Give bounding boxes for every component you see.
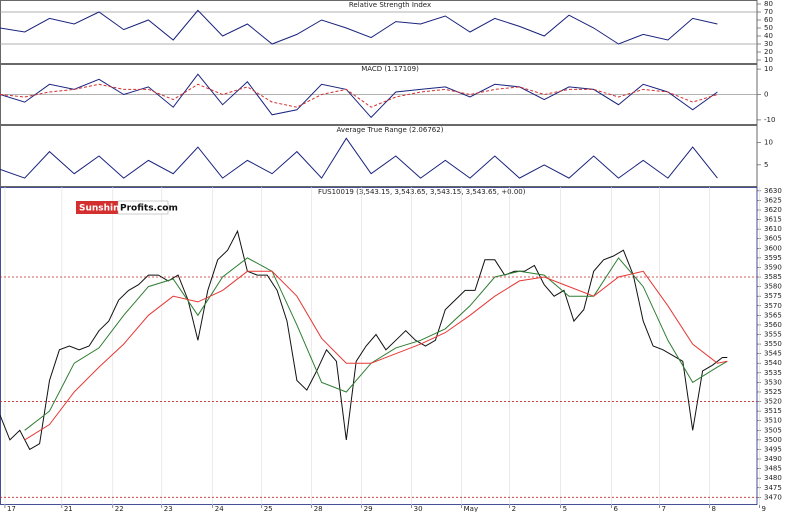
panel-title: MACD (1.17109) [361,65,419,73]
y-tick-label: 3520 [764,398,782,406]
y-tick-label: 3560 [764,321,782,329]
panel-frame [0,187,758,505]
x-tick-label: 8 [712,505,716,512]
x-tick-label: 5 [563,505,567,512]
series-line [0,83,718,108]
y-tick-label: 3490 [764,455,782,463]
x-tick-label: 24 [215,505,224,512]
y-tick-label: 3625 [764,196,782,204]
y-tick-label: 3535 [764,369,782,377]
y-tick-label: 3515 [764,407,782,415]
y-tick-label: 3495 [764,445,782,453]
y-tick-label: 50 [764,24,773,32]
y-tick-label: 3505 [764,426,782,434]
y-tick-label: 3550 [764,340,782,348]
y-tick-label: -10 [764,116,775,124]
y-tick-label: 3470 [764,493,782,501]
y-tick-label: 3580 [764,283,782,291]
y-tick-label: 30 [764,40,773,48]
y-tick-label: 10 [764,139,773,147]
y-tick-label: 3615 [764,216,782,224]
y-tick-label: 20 [764,48,773,56]
y-tick-label: 3570 [764,302,782,310]
y-tick-label: 80 [764,0,773,8]
y-tick-label: 3620 [764,206,782,214]
x-tick-label: 7 [662,505,666,512]
y-tick-label: 3555 [764,331,782,339]
series-line [24,270,728,441]
y-tick-label: 3545 [764,350,782,358]
panel-title: FUS10019 (3,543.15, 3,543.65, 3,543.15, … [318,188,526,196]
y-tick-label: 70 [764,8,773,16]
series-line [0,229,728,451]
x-tick-label: 6 [614,505,619,512]
y-tick-label: 3590 [764,263,782,271]
y-tick-label: 3530 [764,378,782,386]
y-tick-label: 3630 [764,187,782,195]
y-tick-label: 3575 [764,292,782,300]
y-tick-label: 3525 [764,388,782,396]
x-tick-label: 28 [314,505,323,512]
logo-white [117,200,169,215]
y-tick-label: 3500 [764,436,782,444]
y-tick-label: 3565 [764,311,782,319]
panel-title: Average True Range (2.06762) [337,126,444,134]
y-tick-label: 5 [764,161,768,169]
x-tick-label: 25 [264,505,273,512]
y-tick-label: 3585 [764,273,782,281]
y-tick-label: 3610 [764,225,782,233]
x-tick-label: 30 [414,505,423,512]
y-tick-label: 3475 [764,484,782,492]
x-tick-label: 29 [364,505,373,512]
logo-text: Sunshine [79,204,126,214]
panel-frame [0,0,758,64]
x-tick-label: 21 [64,505,73,512]
y-tick-label: 3510 [764,417,782,425]
series-line [0,73,718,119]
y-tick-label: 40 [764,32,773,40]
y-tick-label: 3540 [764,359,782,367]
y-tick-label: 10 [764,56,773,64]
y-tick-label: 10 [764,65,773,73]
y-tick-label: 0 [764,91,768,99]
panel-frame [0,125,758,187]
y-tick-label: 3480 [764,474,782,482]
x-tick-label: 22 [115,505,124,512]
x-tick-label: 2 [512,505,516,512]
series-line [0,137,718,179]
logo-text: Profits.com [120,204,178,214]
series-line [24,257,728,431]
y-tick-label: 60 [764,16,773,24]
logo: Sunshine Profits.com [76,200,178,215]
panel-title: Relative Strength Index [349,1,431,9]
logo-red [76,201,118,214]
x-tick-label: May [464,505,478,512]
y-tick-label: 3600 [764,244,782,252]
x-tick-label: 23 [164,505,173,512]
y-tick-label: 3605 [764,235,782,243]
x-tick-label: 17 [7,505,16,512]
y-tick-label: 3485 [764,465,782,473]
x-tick-label: 9 [761,505,765,512]
series-line [0,9,718,45]
y-tick-label: 3595 [764,254,782,262]
